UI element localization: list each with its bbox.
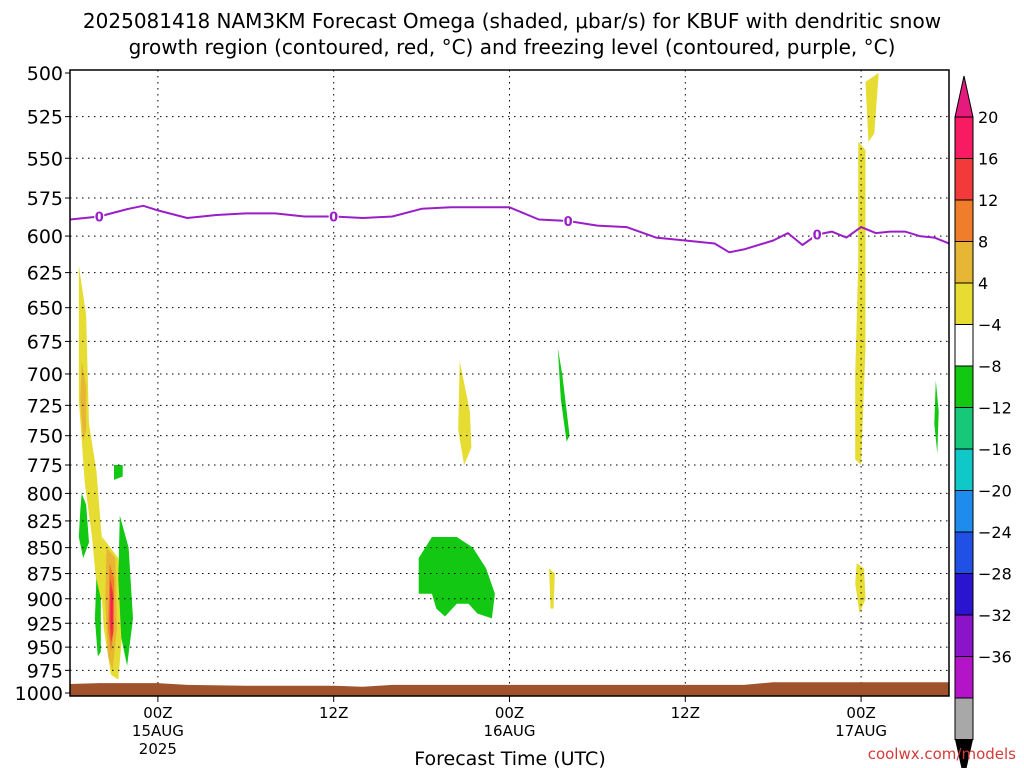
ground-area — [70, 682, 949, 696]
y-tick-label-1000: 1000 — [15, 683, 63, 705]
omega-area-18 — [934, 380, 939, 454]
chart-title-line2: growth region (contoured, red, °C) and f… — [128, 35, 896, 59]
x-tick-label-54: 00Z — [846, 704, 875, 722]
freezing-level-line — [70, 204, 949, 254]
y-tick-label-675: 675 — [27, 331, 63, 353]
colorbar-label-4: 4 — [978, 274, 988, 293]
omega-area-13 — [458, 361, 472, 465]
y-tick-label-625: 625 — [27, 263, 63, 285]
colorbar-label-11: −28 — [978, 565, 1012, 584]
y-tick-label-775: 775 — [27, 455, 63, 477]
colorbar-label-2: 12 — [978, 191, 998, 210]
x-tick-year-6: 2025 — [139, 740, 177, 758]
colorbar-swatch-14 — [954, 697, 974, 740]
colorbar-label-12: −32 — [978, 606, 1012, 625]
y-tick-label-800: 800 — [27, 483, 63, 505]
colorbar-label-5: −4 — [978, 316, 1002, 335]
colorbar-label-1: 16 — [978, 150, 998, 169]
y-tick-label-875: 875 — [27, 564, 63, 586]
colorbar-swatch-10 — [954, 531, 974, 574]
omega-area-1 — [80, 361, 87, 442]
y-tick-label-750: 750 — [27, 426, 63, 448]
omega-area-15 — [855, 141, 866, 466]
y-tick-label-575: 575 — [27, 188, 63, 210]
colorbar-top-arrow — [954, 75, 974, 118]
x-axis-title: Forecast Time (UTC) — [414, 748, 605, 768]
freezing-level-contour: 0 0 0 0 — [70, 204, 949, 254]
y-tick-label-650: 650 — [27, 298, 63, 320]
y-tick-label-525: 525 — [27, 107, 63, 129]
freezing-level-label-2: 0 — [564, 215, 573, 230]
x-tick-date-6: 15AUG — [132, 722, 184, 740]
omega-area-11 — [418, 537, 495, 619]
colorbar-swatch-13 — [954, 656, 974, 699]
y-tick-label-950: 950 — [27, 637, 63, 659]
freezing-label-bg-3 — [812, 227, 823, 242]
source-credit: coolwx.com/models — [867, 745, 1016, 763]
y-tick-label-850: 850 — [27, 538, 63, 560]
omega-area-10 — [114, 465, 123, 480]
colorbar-swatch-9 — [954, 490, 974, 533]
gridlines — [70, 70, 949, 696]
y-tick-label-700: 700 — [27, 364, 63, 386]
freezing-label-bg-1 — [328, 209, 339, 224]
y-tick-label-925: 925 — [27, 613, 63, 635]
x-tick-label-30: 00Z — [495, 704, 524, 722]
colorbar-label-3: 8 — [978, 233, 988, 252]
omega-area-6 — [111, 588, 113, 633]
colorbar-label-13: −36 — [978, 648, 1012, 667]
omega-area-8 — [94, 578, 101, 657]
y-tick-label-725: 725 — [27, 395, 63, 417]
omega-shading — [78, 73, 939, 680]
colorbar-swatch-12 — [954, 614, 974, 657]
omega-area-0 — [78, 265, 106, 599]
freezing-level-label-1: 0 — [329, 210, 338, 225]
y-axis: 500 525 550 575 600 625 650 675 700 725 750 775 800 8… — [15, 63, 70, 705]
colorbar-swatch-6 — [954, 365, 974, 408]
x-tick-label-18: 12Z — [319, 704, 348, 722]
colorbar-label-0: 20 — [978, 108, 998, 127]
colorbar-label-10: −24 — [978, 523, 1012, 542]
colorbar-swatch-2 — [954, 199, 974, 242]
y-tick-label-550: 550 — [27, 148, 63, 170]
colorbar-swatch-1 — [954, 158, 974, 201]
y-tick-label-825: 825 — [27, 511, 63, 533]
freezing-level-label-3: 0 — [813, 229, 822, 244]
colorbar-swatch-8 — [954, 448, 974, 491]
omega-area-12 — [557, 348, 570, 442]
y-tick-label-975: 975 — [27, 660, 63, 682]
colorbar-bottom-arrow — [955, 739, 973, 768]
y-tick-label-500: 500 — [27, 63, 63, 85]
colorbar-swatch-3 — [954, 241, 974, 284]
x-tick-date-30: 16AUG — [484, 722, 536, 740]
y-tick-label-900: 900 — [27, 589, 63, 611]
x-tick-label-6: 00Z — [143, 704, 172, 722]
colorbar-swatch-4 — [954, 282, 974, 325]
omega-area-7 — [78, 493, 89, 559]
y-tick-label-600: 600 — [27, 226, 63, 248]
ground-terrain — [70, 682, 949, 696]
colorbar-swatch-7 — [954, 407, 974, 450]
freezing-label-bg-2 — [563, 214, 574, 229]
colorbar-label-9: −20 — [978, 482, 1012, 501]
colorbar-legend: 20 16 12 8 4 −4 −8 −12 −16 −20 −24 −28 −32 −36 — [954, 75, 1012, 768]
colorbar-label-7: −12 — [978, 399, 1012, 418]
colorbar-label-6: −8 — [978, 357, 1002, 376]
colorbar-label-8: −16 — [978, 440, 1012, 459]
omega-area-9 — [118, 515, 133, 666]
omega-area-16 — [865, 73, 879, 142]
colorbar-swatch-5 — [954, 324, 974, 367]
colorbar-swatch-0 — [954, 116, 974, 159]
omega-area-14 — [549, 568, 555, 609]
chart-title-line1: 2025081418 NAM3KM Forecast Omega (shaded… — [82, 9, 942, 33]
x-tick-label-42: 12Z — [671, 704, 700, 722]
colorbar-swatch-11 — [954, 573, 974, 616]
freezing-label-bg-0 — [94, 209, 105, 224]
x-tick-date-54: 17AUG — [835, 722, 887, 740]
freezing-level-label-0: 0 — [95, 210, 104, 225]
omega-area-17 — [855, 563, 866, 614]
